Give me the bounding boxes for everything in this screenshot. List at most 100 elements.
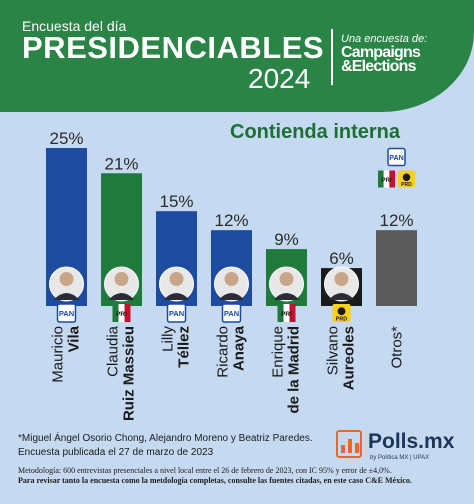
last-name-5: de la Madrid [286, 326, 303, 414]
pri-logo-red [389, 170, 395, 188]
party-logo-pan-others: PAN [387, 147, 406, 167]
value-label-4: 12% [214, 211, 248, 230]
candidate-suit-5 [273, 293, 300, 300]
candidate-face-2 [114, 272, 129, 286]
candidate-name-4: RicardoAnaya [215, 325, 248, 377]
last-name-1: Vila [66, 325, 83, 352]
party-logo-pan-4: PAN [221, 303, 242, 323]
value-label-5: 9% [274, 230, 299, 249]
candidate-name-text-7: Otros* [389, 326, 406, 369]
pri-logo-white [283, 304, 290, 322]
pan-logo-frame [56, 303, 77, 323]
first-name-3: Lilly [160, 326, 177, 352]
candidate-name-text-4: RicardoAnaya [215, 325, 248, 377]
header-title: PRESIDENCIABLES [22, 30, 325, 65]
candidate-face-6 [334, 272, 349, 286]
pri-logo-green [277, 304, 284, 322]
candidate-name-7: Otros* [389, 326, 406, 369]
pri-logo-green [378, 170, 384, 188]
first-name-1: Mauricio [50, 326, 67, 383]
candidate-suit-6 [328, 293, 355, 300]
value-label-7: 12% [379, 211, 413, 230]
pan-logo-text: PAN [169, 309, 184, 318]
party-logo-prd-others: PRD [398, 170, 415, 188]
methodology-strong: Para revisar tanto la encuesta como la m… [18, 476, 412, 485]
candidate-face-3 [169, 272, 184, 286]
bar-7 [376, 230, 417, 306]
partner-logo: Campaigns &Elections [341, 44, 421, 75]
brand-name: Polls.mx [368, 430, 455, 453]
footnote-date: Encuesta publicada el 27 de marzo de 202… [18, 447, 214, 458]
candidate-name-3: LillyTéllez [160, 326, 193, 368]
candidate-face-1 [59, 272, 74, 286]
first-name-4: Ricardo [215, 326, 232, 378]
candidate-name-text-5: Enriquede la Madrid [270, 326, 303, 414]
first-name-7: Otros* [389, 326, 406, 369]
party-logo-pan-3: PAN [166, 303, 187, 323]
first-name-6: Silvano [325, 326, 342, 375]
pri-logo-text: PRI [116, 311, 127, 318]
candidate-name-text-1: MauricioVila [50, 325, 83, 382]
candidate-name-text-2: ClaudiaRuiz Massieu [105, 325, 138, 421]
party-logo-pri-5: PRI [277, 304, 296, 322]
candidate-suit-2 [108, 293, 135, 300]
pan-logo-frame [221, 303, 242, 323]
chart-subtitle: Contienda interna [230, 121, 401, 143]
pri-logo-red [124, 304, 131, 322]
bar-chart-icon [336, 430, 362, 458]
header-kicker: Encuesta del día [22, 18, 127, 34]
partner-kicker: Una encuesta de: [341, 33, 428, 45]
value-label-6: 6% [329, 249, 354, 268]
brand-subtitle: by Política MX | UPAX [370, 455, 430, 461]
pan-logo-text: PAN [59, 309, 74, 318]
prd-logo-sun [337, 307, 346, 316]
value-label-3: 15% [159, 192, 193, 211]
party-logo-pri-others: PRI [378, 170, 395, 188]
candidate-name-2: ClaudiaRuiz Massieu [105, 325, 138, 421]
candidate-face-5 [279, 272, 294, 286]
last-name-4: Anaya [231, 325, 248, 371]
candidate-name-text-3: LillyTéllez [160, 326, 193, 368]
party-logo-pri-2: PRI [112, 304, 131, 322]
pri-logo-red [289, 304, 296, 322]
candidate-face-4 [224, 272, 239, 286]
last-name-6: Aureoles [341, 326, 358, 390]
prd-logo-text: PRD [336, 317, 347, 323]
candidate-name-text-6: SilvanoAureoles [325, 326, 358, 390]
party-logo-pan-1: PAN [56, 303, 77, 323]
candidate-suit-3 [163, 293, 190, 300]
pri-logo-text: PRI [281, 311, 292, 318]
pri-logo-text: PRI [381, 177, 391, 184]
value-label-1: 25% [49, 129, 83, 148]
last-name-2: Ruiz Massieu [121, 326, 138, 421]
header-divider [331, 29, 333, 85]
candidate-suit-4 [218, 293, 245, 300]
first-name-5: Enrique [270, 326, 287, 378]
candidate-suit-1 [53, 293, 80, 300]
party-logo-prd-6: PRD [332, 304, 351, 323]
last-name-3: Téllez [176, 326, 193, 368]
candidate-name-5: Enriquede la Madrid [270, 326, 303, 414]
methodology-text: Metodología: 600 entrevistas presenciale… [18, 466, 392, 475]
methodology-note: Metodología: 600 entrevistas presenciale… [18, 466, 463, 486]
brand-logo: Polls.mx by Política MX | UPAX [336, 430, 462, 464]
pri-logo-white [118, 304, 125, 322]
prd-logo-sun [402, 173, 411, 182]
candidate-name-6: SilvanoAureoles [325, 326, 358, 390]
footnote: *Miguel Ángel Osorio Chong, Alejandro Mo… [18, 432, 338, 460]
header-banner: Encuesta del día PRESIDENCIABLES 2024 Un… [0, 0, 474, 112]
pan-logo-text: PAN [389, 154, 404, 162]
footnote-others: *Miguel Ángel Osorio Chong, Alejandro Mo… [18, 433, 313, 444]
candidate-name-1: MauricioVila [50, 325, 83, 382]
header-year: 2024 [248, 63, 311, 94]
pan-logo-frame [387, 147, 406, 167]
value-label-2: 21% [104, 154, 138, 173]
pan-logo-text: PAN [224, 309, 239, 318]
first-name-2: Claudia [105, 325, 122, 377]
bar-chart: 25% PAN MauricioVila 21% PRI ClaudiaRuiz Mass… [46, 129, 417, 421]
pan-logo-frame [166, 303, 187, 323]
pri-logo-green [112, 304, 119, 322]
pri-logo-white [383, 170, 390, 188]
prd-logo-text: PRD [401, 182, 412, 188]
